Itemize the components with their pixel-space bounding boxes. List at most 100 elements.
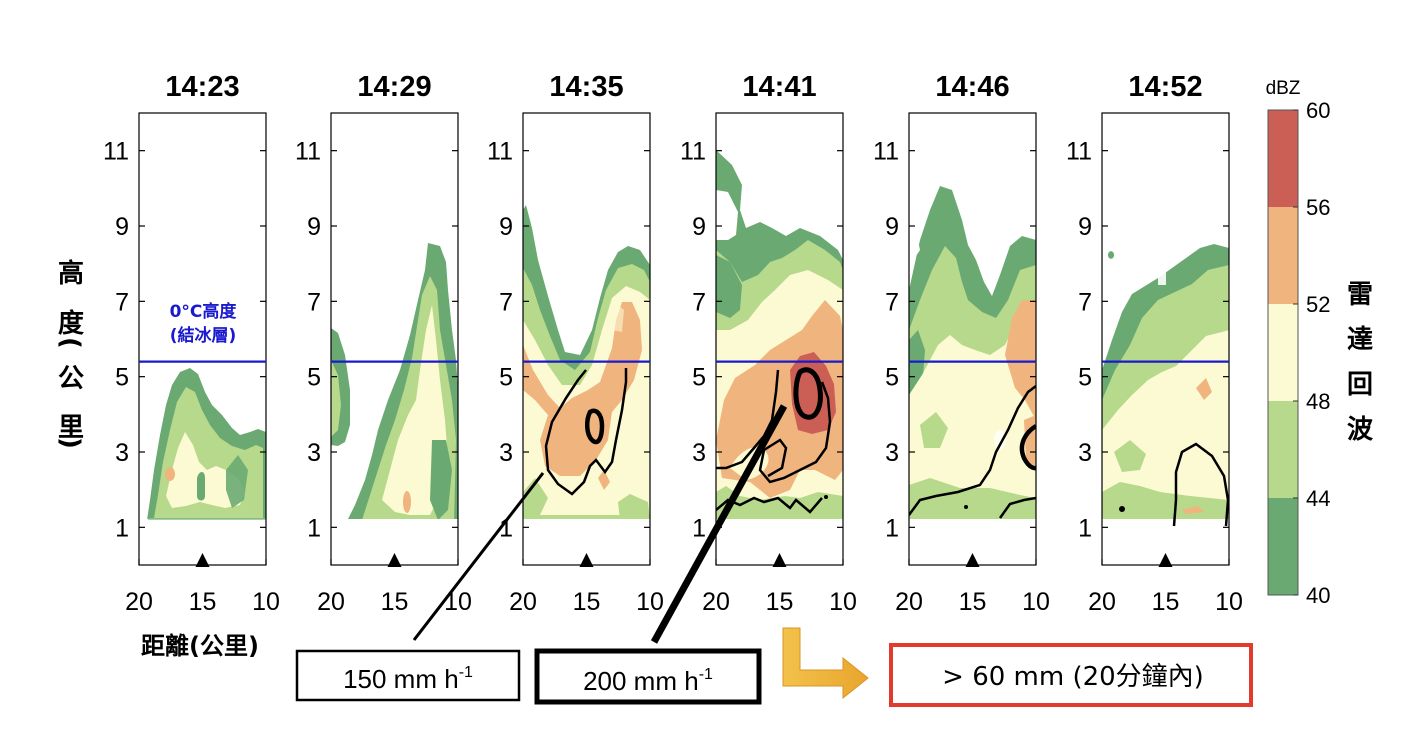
- y-tick-label: 9: [692, 213, 706, 241]
- leader-line-200: [650, 404, 788, 644]
- y-tick-label: 5: [885, 364, 899, 392]
- y-tick-label: 9: [1078, 213, 1092, 241]
- freezing-level-label: 0°C高度: [170, 301, 238, 322]
- colorbar-unit: dBZ: [1266, 78, 1301, 99]
- y-axis-title-char: 里: [58, 413, 84, 443]
- y-tick-label: 9: [499, 213, 513, 241]
- panel-6-rain-contours: [1119, 442, 1229, 527]
- colorbar-title-char: 回: [1347, 370, 1373, 400]
- radar-marker-icon: [772, 553, 787, 567]
- y-tick-label: 3: [499, 439, 513, 467]
- panel-titles: 14:23 14:29 14:35 14:41 14:46 14:52: [165, 71, 1202, 103]
- colorbar-title-char: 波: [1347, 415, 1374, 445]
- x-tick-label: 20: [1088, 588, 1116, 616]
- colorbar-tick-label: 40: [1306, 583, 1330, 608]
- y-tick-label: 1: [307, 514, 321, 542]
- colorbar-tick-label: 60: [1306, 98, 1330, 123]
- y-tick-label: 11: [1066, 138, 1092, 166]
- colorbar: 40 44 48 52 56 60: [1267, 98, 1330, 608]
- y-tick-label: 5: [499, 364, 513, 392]
- radar-marker-icon: [195, 553, 210, 567]
- x-tick-label: 10: [1022, 588, 1050, 616]
- colorbar-frame: [1267, 109, 1299, 596]
- accumulation-label: > 60 mm (20分鐘內): [942, 662, 1204, 692]
- y-tick-label: 3: [307, 439, 321, 467]
- panel-3-rain-contours: [544, 368, 628, 496]
- x-tick-label: 15: [1152, 588, 1180, 616]
- y-axis-title: 高度(公里): [55, 258, 85, 449]
- colorbar-tick-label: 48: [1306, 389, 1330, 414]
- panel-title: 14:41: [742, 71, 816, 103]
- panel-title: 14:23: [165, 71, 239, 103]
- y-axis-title-char: 度: [58, 308, 84, 339]
- y-tick-label: 5: [115, 364, 129, 392]
- arrow-icon: [782, 627, 869, 700]
- y-tick-label: 3: [115, 439, 129, 467]
- rain-rate-200-box: [534, 648, 762, 705]
- y-tick-label: 5: [692, 364, 706, 392]
- radar-marker-icon: [1158, 553, 1173, 567]
- y-tick-label: 7: [307, 288, 321, 316]
- x-tick-label: 20: [509, 588, 537, 616]
- colorbar-segment: [1268, 304, 1298, 401]
- freezing-level-sublabel: (結冰層): [170, 325, 237, 346]
- y-tick-label: 3: [1078, 439, 1092, 467]
- panel-2-echo-fill: [331, 243, 458, 527]
- colorbar-tick-label: 44: [1306, 486, 1330, 511]
- y-tick-label: 11: [873, 138, 899, 166]
- leader-line-150: [412, 472, 545, 641]
- y-tick-label: 9: [115, 213, 129, 241]
- panel-title: 14:46: [935, 71, 1009, 103]
- y-tick-label: 3: [885, 439, 899, 467]
- panel-1-echo-fill: [139, 368, 266, 527]
- rain-rate-200-label: 200 mm h-1: [583, 666, 713, 696]
- panel-title: 14:29: [357, 71, 431, 103]
- x-tick-label: 15: [189, 588, 217, 616]
- y-tick-label: 1: [885, 514, 899, 542]
- colorbar-title-char: 雷: [1347, 280, 1373, 310]
- y-tick-label: 11: [103, 138, 129, 166]
- x-tick-label: 10: [829, 588, 857, 616]
- y-tick-label: 11: [487, 138, 513, 166]
- y-tick-label: 11: [680, 138, 706, 166]
- panel-4-echo-fill: [716, 150, 843, 527]
- y-tick-label: 7: [1078, 288, 1092, 316]
- y-tick-label: 7: [692, 288, 706, 316]
- colorbar-segment: [1268, 498, 1298, 595]
- y-tick-label: 1: [692, 514, 706, 542]
- colorbar-segment: [1268, 401, 1298, 498]
- y-tick-label: 11: [295, 138, 321, 166]
- colorbar-segment: [1268, 110, 1298, 207]
- y-axis-title-char: 公: [58, 364, 84, 394]
- y-tick-label: 5: [1078, 364, 1092, 392]
- panel-5-rain-contours: [909, 385, 1036, 519]
- x-tick-label: 15: [381, 588, 409, 616]
- x-tick-label: 10: [252, 588, 280, 616]
- y-tick-label: 7: [115, 288, 129, 316]
- y-tick-label: 1: [499, 514, 513, 542]
- x-tick-label: 10: [636, 588, 664, 616]
- colorbar-segment: [1268, 207, 1298, 304]
- x-tick-label: 10: [1215, 588, 1243, 616]
- y-tick-label: 7: [885, 288, 899, 316]
- panel-title: 14:35: [549, 71, 623, 103]
- colorbar-title-char: 達: [1347, 325, 1373, 355]
- radar-marker-icon: [965, 553, 980, 567]
- y-tick-label: 5: [307, 364, 321, 392]
- y-tick-label: 1: [1078, 514, 1092, 542]
- x-tick-label: 15: [573, 588, 601, 616]
- x-tick-label: 20: [125, 588, 153, 616]
- x-tick-label: 20: [895, 588, 923, 616]
- accumulation-box: [889, 643, 1253, 707]
- radar-marker-icon: [579, 553, 594, 567]
- panel-5-echo-fill: [909, 186, 1036, 527]
- y-tick-label: 9: [885, 213, 899, 241]
- y-tick-label: 9: [307, 213, 321, 241]
- y-tick-label: 1: [115, 514, 129, 542]
- rain-rate-150-box: [295, 649, 521, 702]
- radar-marker-icon: [387, 553, 402, 567]
- y-axis-title-char: ): [55, 437, 85, 449]
- y-axis-title-char: (: [55, 337, 85, 349]
